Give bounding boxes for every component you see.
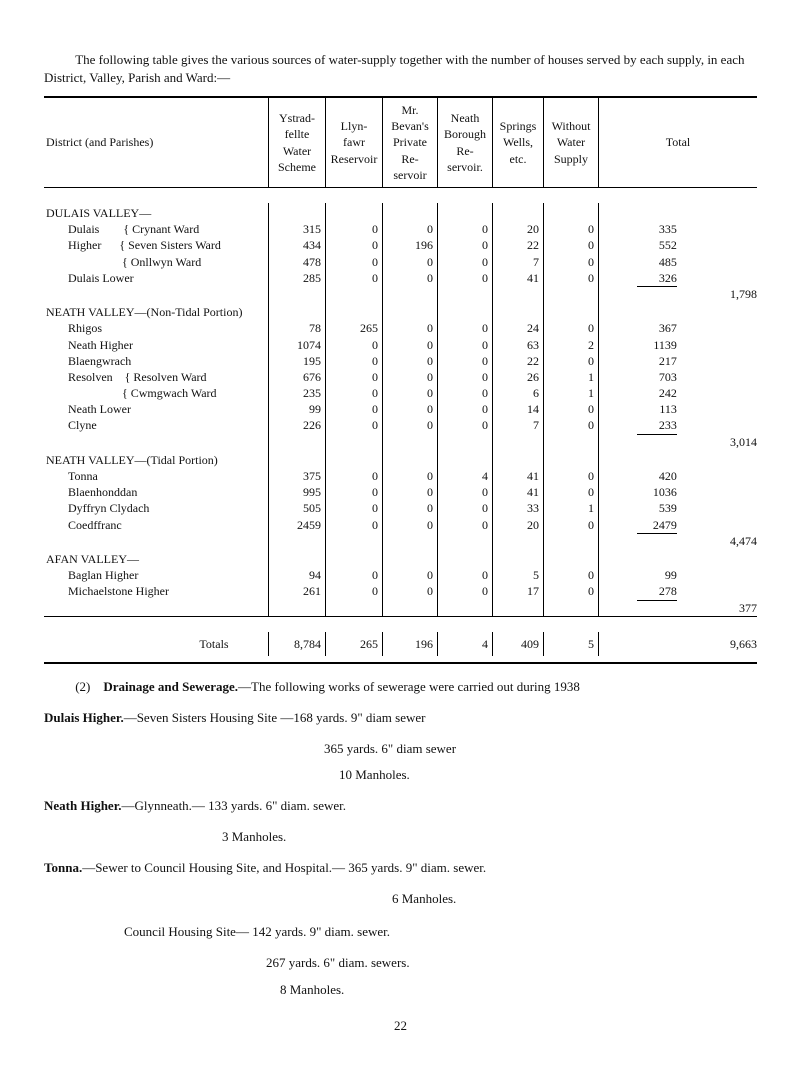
page-number: 22 bbox=[44, 1017, 757, 1035]
dulais-l2: 365 yards. 6" diam sewer bbox=[44, 740, 757, 758]
p1-bold: Drainage and Sewerage. bbox=[103, 679, 238, 694]
table-row: Neath Higher10740006321139 bbox=[44, 337, 757, 353]
col-bevans: Mr. Bevan's Private Re- servoir bbox=[383, 98, 438, 187]
neath-block: Neath Higher.—Glynneath.— 133 yards. 6" … bbox=[44, 797, 757, 815]
council-l2: 267 yards. 6" diam. sewers. bbox=[44, 954, 757, 972]
table-row: { Cwmgwach Ward23500061242 bbox=[44, 385, 757, 401]
subtotal-row: 377 bbox=[44, 600, 757, 616]
council-l3: 8 Manholes. bbox=[44, 981, 757, 999]
dulais-l3: 10 Manholes. bbox=[44, 766, 757, 784]
table-row: Clyne22600070233 bbox=[44, 417, 757, 433]
table-row: Dulais { Crynant Ward315000200335 bbox=[44, 221, 757, 237]
col-llynfawr: Llyn- fawr Reservoir bbox=[326, 98, 383, 187]
subtotal-row: 4,474 bbox=[44, 533, 757, 549]
section-row: DULAIS VALLEY— bbox=[44, 203, 757, 221]
tonna-l2: 6 Manholes. bbox=[44, 890, 757, 908]
subtotal-row: 1,798 bbox=[44, 286, 757, 302]
totals-row: Totals8,784265196440959,663 bbox=[44, 632, 757, 656]
neath-bold: Neath Higher. bbox=[44, 798, 122, 813]
table-row: Neath Lower99000140113 bbox=[44, 401, 757, 417]
table-row: Blaenhonddan9950004101036 bbox=[44, 484, 757, 500]
tonna-bold: Tonna. bbox=[44, 860, 82, 875]
col-without: Without Water Supply bbox=[544, 98, 599, 187]
table-row: Dulais Lower285000410326 bbox=[44, 270, 757, 286]
drainage-paragraph: (2) Drainage and Sewerage.—The following… bbox=[44, 678, 757, 696]
col-springs: Springs Wells, etc. bbox=[493, 98, 544, 187]
table-row: Higher { Seven Sisters Ward4340196022055… bbox=[44, 237, 757, 253]
tonna-block: Tonna.—Sewer to Council Housing Site, an… bbox=[44, 859, 757, 877]
col-ystradfellte: Ystrad- fellte Water Scheme bbox=[269, 98, 326, 187]
col-total: Total bbox=[599, 98, 758, 187]
p1-prefix: (2) bbox=[75, 679, 103, 694]
table-row: Rhigos7826500240367 bbox=[44, 320, 757, 336]
table-bottom-rule bbox=[44, 662, 757, 664]
dulais-block: Dulais Higher.—Seven Sisters Housing Sit… bbox=[44, 709, 757, 727]
col-neath-borough: Neath Borough Re- servoir. bbox=[438, 98, 493, 187]
table-row: Blaengwrach195000220217 bbox=[44, 353, 757, 369]
water-supply-table: District (and Parishes) Ystrad- fellte W… bbox=[44, 98, 757, 656]
table-row: Baglan Higher940005099 bbox=[44, 567, 757, 583]
section-row: NEATH VALLEY—(Non-Tidal Portion) bbox=[44, 302, 757, 320]
tonna-rest: —Sewer to Council Housing Site, and Hosp… bbox=[82, 860, 486, 875]
section-row: NEATH VALLEY—(Tidal Portion) bbox=[44, 450, 757, 468]
table-row: Coedffranc24590002002479 bbox=[44, 517, 757, 533]
dulais-rest: —Seven Sisters Housing Site —168 yards. … bbox=[124, 710, 426, 725]
intro-paragraph: The following table gives the various so… bbox=[44, 51, 757, 86]
table-row: { Onllwyn Ward47800070485 bbox=[44, 254, 757, 270]
table-row: Michaelstone Higher261000170278 bbox=[44, 583, 757, 599]
table-header-row: District (and Parishes) Ystrad- fellte W… bbox=[44, 98, 757, 187]
subtotal-row: 3,014 bbox=[44, 434, 757, 450]
neath-l2: 3 Manholes. bbox=[44, 828, 757, 846]
council-l1: Council Housing Site— 142 yards. 9" diam… bbox=[44, 923, 757, 941]
table-row: Dyffryn Clydach505000331539 bbox=[44, 500, 757, 516]
section-row: AFAN VALLEY— bbox=[44, 549, 757, 567]
table-row: Resolven { Resolven Ward676000261703 bbox=[44, 369, 757, 385]
col-district: District (and Parishes) bbox=[44, 98, 269, 187]
dulais-bold: Dulais Higher. bbox=[44, 710, 124, 725]
p1-rest: —The following works of sewerage were ca… bbox=[238, 679, 580, 694]
neath-rest: —Glynneath.— 133 yards. 6" diam. sewer. bbox=[122, 798, 346, 813]
table-row: Tonna375004410420 bbox=[44, 468, 757, 484]
